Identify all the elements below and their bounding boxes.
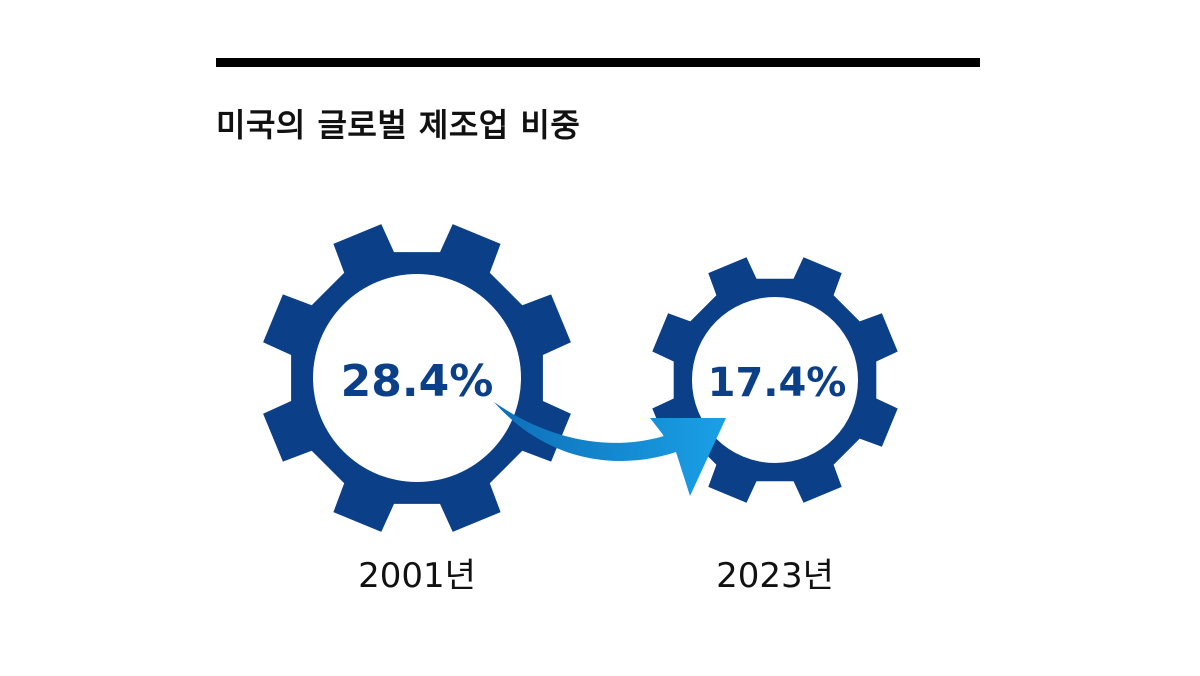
top-rule <box>216 58 980 67</box>
year-label-2001: 2001년 <box>358 556 476 596</box>
value-2023: 17.4% <box>708 360 847 406</box>
curved-arrow-right-icon <box>494 402 726 496</box>
year-label-2023: 2023년 <box>716 556 834 596</box>
value-2001: 28.4% <box>341 356 494 407</box>
page-title: 미국의 글로벌 제조업 비중 <box>216 106 581 144</box>
gear-2001-icon <box>263 224 571 532</box>
